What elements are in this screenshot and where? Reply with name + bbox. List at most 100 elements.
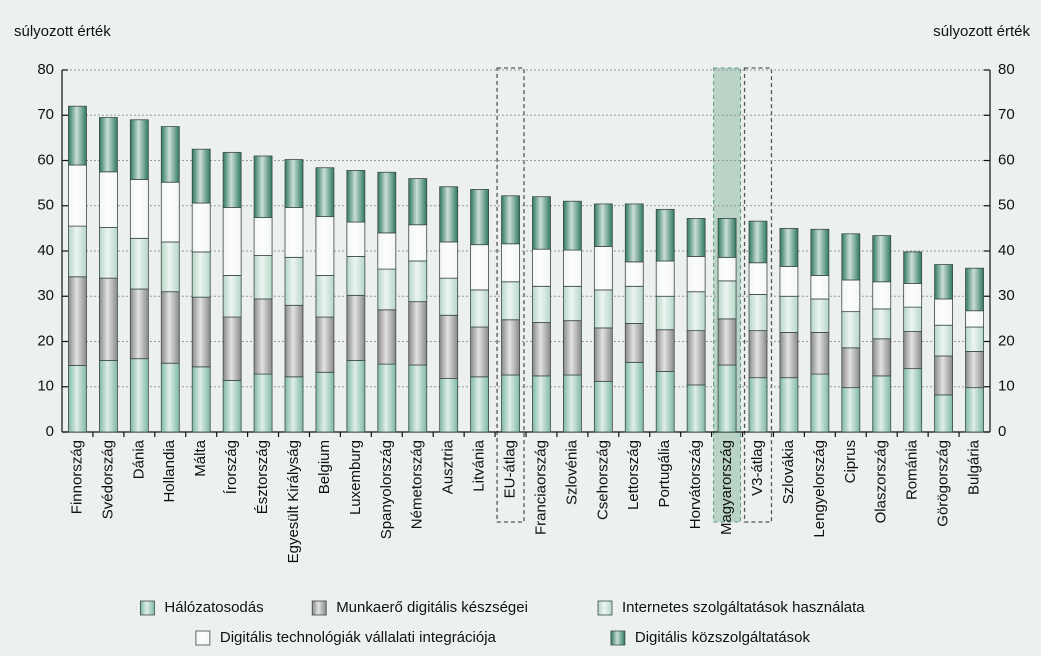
x-tick-label: Dánia xyxy=(130,439,147,479)
bar-segment xyxy=(624,285,644,324)
y2-tick-label: 60 xyxy=(998,151,1015,168)
bar-segment xyxy=(315,275,335,318)
x-tick-label: Spanyolország xyxy=(378,440,395,539)
bar-segment xyxy=(717,280,737,320)
y2-tick-label: 40 xyxy=(998,242,1015,259)
x-tick-label: Finnország xyxy=(68,440,85,514)
y2-tick-label: 70 xyxy=(998,106,1015,123)
bar-segment xyxy=(284,376,304,433)
bar-segment xyxy=(748,377,768,433)
bar-segment xyxy=(903,331,923,370)
bar-segment xyxy=(253,217,273,256)
bar-segment xyxy=(624,203,644,263)
bar-segment xyxy=(532,196,551,250)
bar-segment xyxy=(779,265,799,297)
bar-segment xyxy=(346,221,366,257)
bar-segment xyxy=(748,220,768,264)
y2-tick-label: 80 xyxy=(998,61,1015,78)
bar-segment xyxy=(222,316,242,381)
bar-segment xyxy=(470,376,490,433)
bar-segment xyxy=(191,366,211,433)
bar-segment xyxy=(346,256,366,296)
x-tick-label: Szlovénia xyxy=(563,439,580,505)
bar-segment xyxy=(377,363,397,433)
bar-segment xyxy=(315,216,335,276)
bar-segment xyxy=(160,241,180,293)
bar-segment xyxy=(779,377,799,433)
x-tick-label: Lengyelország xyxy=(811,440,828,538)
bar-segment xyxy=(129,288,149,360)
bar-segment xyxy=(686,291,706,332)
bar-segment xyxy=(439,378,459,433)
bar-segment xyxy=(532,322,551,377)
legend-label: Munkaerő digitális készségei xyxy=(336,599,528,616)
bar-segment xyxy=(624,261,644,287)
y-tick-label: 70 xyxy=(37,106,54,123)
x-tick-label: Magyarország xyxy=(718,440,735,535)
bar-segment xyxy=(68,276,87,366)
bar-segment xyxy=(408,260,428,303)
bar-segment xyxy=(841,279,861,313)
bar-segment xyxy=(563,320,582,376)
bar-segment xyxy=(68,164,87,227)
bar-segment xyxy=(377,171,397,234)
legend-label: Digitális technológiák vállalati integrá… xyxy=(220,629,497,646)
y2-tick-label: 20 xyxy=(998,332,1015,349)
bar-segment xyxy=(160,126,180,183)
y2-tick-label: 50 xyxy=(998,197,1015,214)
bar-segment xyxy=(686,218,706,257)
bar-segment xyxy=(439,277,459,316)
x-tick-label: Hollandia xyxy=(161,439,178,502)
y-tick-label: 50 xyxy=(37,197,54,214)
bar-segment xyxy=(439,241,459,279)
bar-segment xyxy=(532,285,551,323)
bar-segment xyxy=(99,171,118,228)
bar-segment xyxy=(315,316,335,373)
legend-label: Hálózatosodás xyxy=(164,599,263,616)
bar-segment xyxy=(253,373,273,433)
bar-segment xyxy=(68,105,87,166)
bar-segment xyxy=(222,151,242,208)
bar-segment xyxy=(377,268,397,311)
x-tick-label: Ciprus xyxy=(842,440,859,483)
bar-segment xyxy=(439,314,459,380)
bar-segment xyxy=(934,298,953,326)
x-tick-label: EU-átlag xyxy=(502,440,519,498)
bar-segment xyxy=(99,277,118,361)
bar-segment xyxy=(717,364,737,433)
x-tick-label: Szlovákia xyxy=(780,439,797,504)
bar-segment xyxy=(470,289,490,328)
bar-segment xyxy=(934,264,953,300)
legend-swatch xyxy=(139,600,155,616)
bar-segment xyxy=(470,189,490,246)
legend-swatch xyxy=(597,600,613,616)
bar-segment xyxy=(377,309,397,365)
bar-segment xyxy=(686,384,706,433)
bar-segment xyxy=(222,207,242,276)
bar-segment xyxy=(346,170,366,223)
y-tick-label: 0 xyxy=(46,423,54,440)
bar-segment xyxy=(593,327,613,382)
bar-segment xyxy=(841,311,861,349)
x-tick-label: Horvátország xyxy=(687,440,704,529)
bar-segment xyxy=(315,167,335,218)
bar-segment xyxy=(253,155,273,218)
bar-segment xyxy=(872,338,892,377)
x-tick-label: Románia xyxy=(904,439,921,500)
bar-segment xyxy=(779,227,799,267)
bar-segment xyxy=(346,294,366,361)
x-tick-label: Málta xyxy=(192,439,209,476)
y-axis-title: súlyozott érték xyxy=(14,23,111,40)
bar-segment xyxy=(408,224,428,262)
bar-segment xyxy=(748,330,768,379)
bar-segment xyxy=(934,394,953,433)
bar-segment xyxy=(872,375,892,433)
x-tick-label: Franciaország xyxy=(532,440,549,535)
bar-segment xyxy=(501,243,520,283)
bar-segment xyxy=(191,202,211,253)
y-tick-label: 30 xyxy=(37,287,54,304)
outline-box xyxy=(496,67,525,523)
bar-segment xyxy=(129,119,149,180)
x-tick-label: V3-átlag xyxy=(749,440,766,496)
